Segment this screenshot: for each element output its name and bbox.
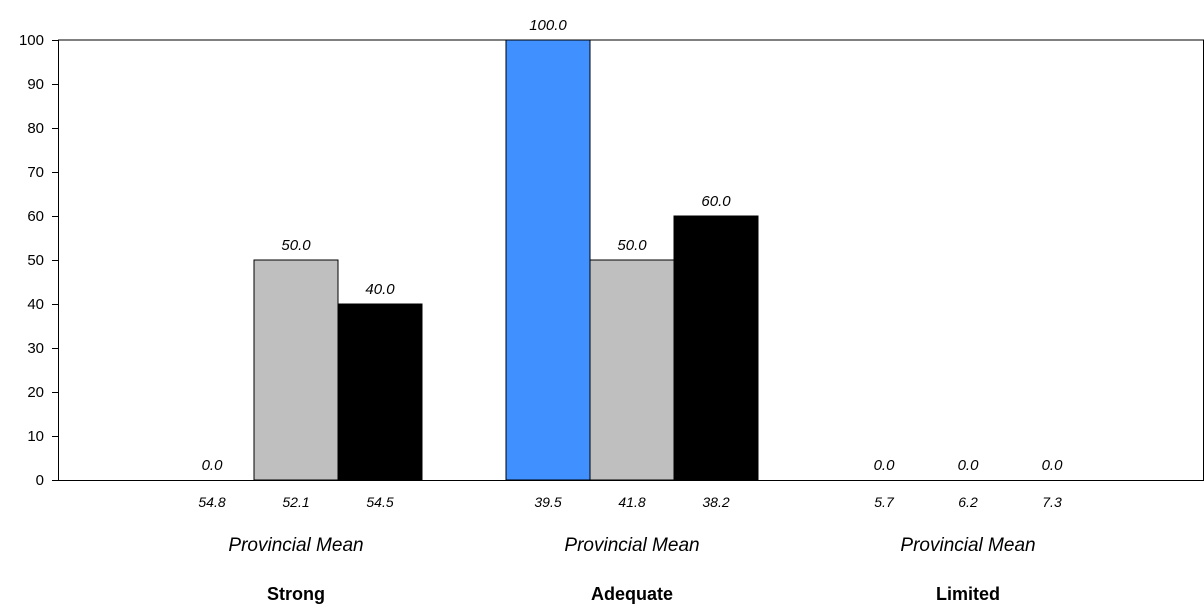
y-tick-label: 40	[27, 296, 44, 313]
provincial-mean-label: Provincial Mean	[228, 535, 363, 556]
bar	[589, 259, 675, 481]
bar-value-label: 40.0	[365, 281, 395, 298]
bar	[673, 215, 759, 481]
category-label: Limited	[936, 584, 1000, 604]
y-tick-label: 20	[27, 384, 44, 401]
y-tick-label: 100	[19, 32, 44, 49]
bar-value-label: 50.0	[617, 237, 647, 254]
bars	[253, 39, 759, 481]
y-tick-label: 80	[27, 120, 44, 137]
y-tick-label: 60	[27, 208, 44, 225]
provincial-mean-value: 38.2	[702, 494, 729, 510]
bar-value-label: 0.0	[958, 457, 980, 474]
provincial-mean-value: 54.5	[366, 494, 393, 510]
category-label: Strong	[267, 584, 325, 604]
y-tick-label: 90	[27, 76, 44, 93]
bar	[337, 303, 423, 481]
bar-value-label: 0.0	[202, 457, 224, 474]
provincial-mean-value: 5.7	[874, 494, 895, 510]
y-tick-label: 70	[27, 164, 44, 181]
y-tick-label: 30	[27, 340, 44, 357]
provincial-mean-value: 54.8	[198, 494, 225, 510]
category-label: Adequate	[591, 584, 673, 604]
bar-value-label: 0.0	[874, 457, 896, 474]
y-tick-label: 50	[27, 252, 44, 269]
bar-value-label: 50.0	[281, 237, 311, 254]
labels: 0.0 54.8 50.0 52.1 40.0 54.5 Provincial Mean St…	[198, 17, 1063, 604]
provincial-mean-value: 39.5	[534, 494, 561, 510]
y-tick-label: 10	[27, 428, 44, 445]
bar-value-label: 100.0	[529, 17, 567, 34]
y-tick-label: 0	[36, 472, 44, 489]
y-axis: 0 10 20 30 40 50 60 70 80 90 100	[19, 32, 1204, 489]
provincial-mean-label: Provincial Mean	[564, 535, 699, 556]
provincial-mean-value: 6.2	[958, 494, 978, 510]
provincial-mean-value: 7.3	[1042, 494, 1062, 510]
bar	[253, 259, 339, 481]
bar-value-label: 60.0	[701, 193, 731, 210]
provincial-mean-value: 41.8	[618, 494, 645, 510]
bar-value-label: 0.0	[1042, 457, 1064, 474]
provincial-mean-value: 52.1	[282, 494, 309, 510]
bar	[505, 39, 591, 481]
provincial-mean-label: Provincial Mean	[900, 535, 1035, 556]
